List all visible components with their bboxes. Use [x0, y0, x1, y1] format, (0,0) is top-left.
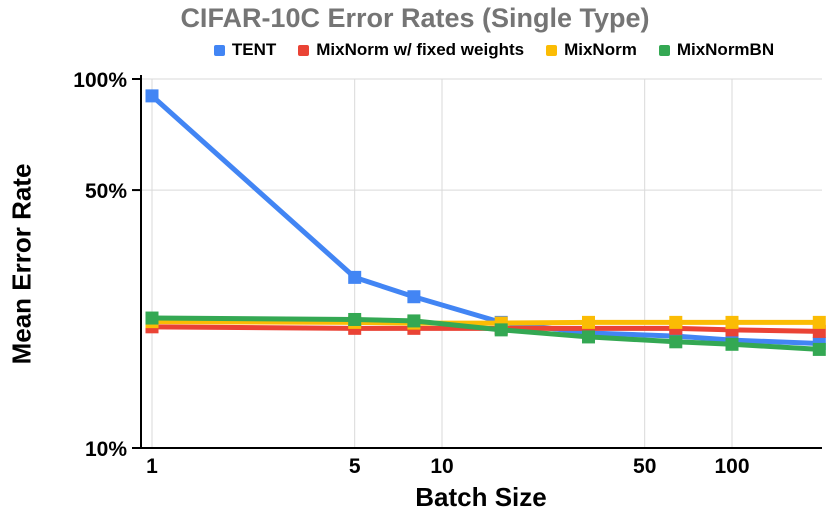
- legend-label-tent: TENT: [231, 40, 277, 59]
- chart-title: CIFAR-10C Error Rates (Single Type): [180, 3, 650, 33]
- data-point-marker-MixNorm: [581, 315, 595, 329]
- data-point-marker-TENT: [348, 270, 362, 284]
- data-point-marker-MixNormBN: [812, 342, 826, 356]
- x-tick-label: 1: [146, 455, 158, 478]
- data-point-marker-MixNormBN: [494, 323, 508, 337]
- legend-label-mixnorm: MixNorm: [564, 40, 637, 59]
- data-point-marker-MixNorm: [669, 315, 683, 329]
- data-point-marker-MixNormBN: [669, 335, 683, 349]
- x-tick-label: 10: [430, 455, 453, 478]
- data-point-marker-MixNormBN: [348, 312, 362, 326]
- data-point-marker-MixNorm: [812, 315, 826, 329]
- x-axis-title: Batch Size: [415, 482, 547, 512]
- x-tick-label: 50: [633, 455, 656, 478]
- data-point-marker-MixNormBN: [725, 337, 739, 351]
- legend-swatch-mixnorm-icon: [546, 44, 558, 56]
- x-tick-label: 5: [349, 455, 361, 478]
- legend-item-tent: TENT: [213, 40, 277, 60]
- legend-label-mixnorm-fixed: MixNorm w/ fixed weights: [316, 40, 525, 59]
- data-point-marker-MixNorm: [725, 315, 739, 329]
- legend-item-mixnorm: MixNorm: [546, 40, 637, 60]
- series-line-TENT: [149, 93, 822, 346]
- data-point-marker-MixNormBN: [145, 311, 159, 325]
- x-tick-label: 100: [714, 455, 749, 478]
- legend-item-mixnorm-fixed: MixNorm w/ fixed weights: [298, 40, 524, 60]
- legend-swatch-mixnorm-fixed-icon: [298, 44, 310, 56]
- y-tick-label: 50%: [85, 180, 127, 203]
- chart-legend: TENT MixNorm w/ fixed weights MixNorm Mi…: [0, 39, 830, 61]
- legend-swatch-tent-icon: [213, 44, 225, 56]
- legend-swatch-mixnormbn-icon: [658, 44, 670, 56]
- y-tick-label: 10%: [85, 438, 127, 461]
- data-point-marker-MixNormBN: [407, 314, 421, 328]
- data-point-marker-TENT: [145, 89, 159, 103]
- legend-item-mixnormbn: MixNormBN: [658, 40, 775, 60]
- series-line-MixNorm: [149, 319, 822, 326]
- y-axis-title: Mean Error Rate: [6, 163, 37, 365]
- data-point-marker-TENT: [407, 290, 421, 304]
- series-line-MixNormBN: [149, 315, 822, 352]
- data-point-marker-MixNormBN: [581, 330, 595, 344]
- series-line-MixNorm w/ fixed weights: [149, 324, 822, 334]
- y-tick-label: 100%: [73, 69, 127, 92]
- legend-label-mixnormbn: MixNormBN: [676, 40, 775, 59]
